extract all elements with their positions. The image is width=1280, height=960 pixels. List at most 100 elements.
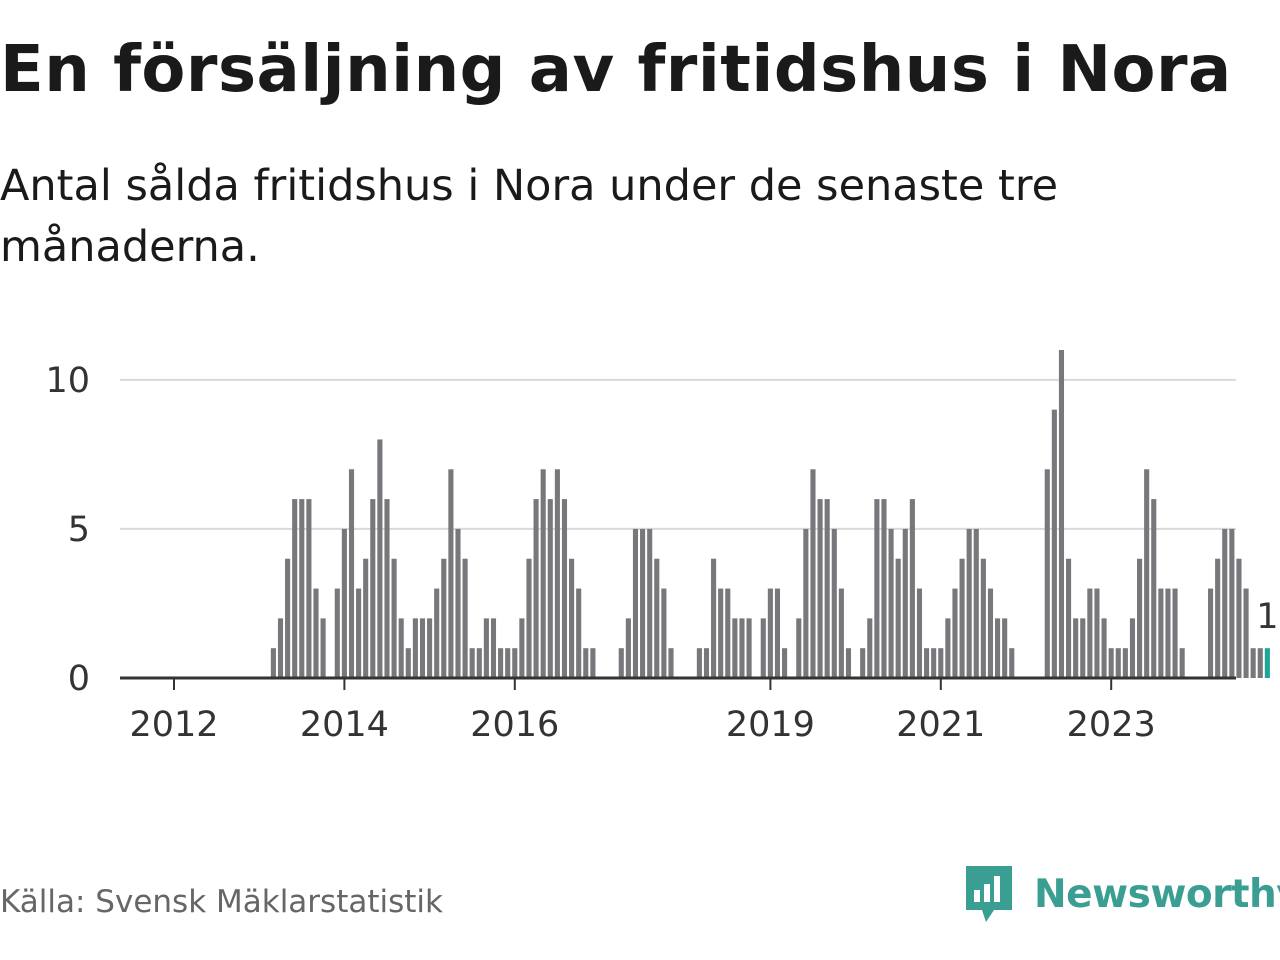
x-tick-label: 2014: [300, 705, 389, 745]
y-tick-label: 5: [68, 510, 90, 550]
bar: [1058, 350, 1065, 678]
bar: [576, 588, 582, 678]
bar: [746, 618, 752, 678]
bar: [377, 439, 383, 678]
bar: [831, 528, 837, 678]
bar: [632, 528, 639, 678]
bar: [419, 618, 426, 678]
bar: [767, 588, 773, 678]
bar: [1129, 618, 1136, 678]
bar: [945, 618, 951, 678]
bar: [320, 618, 326, 678]
bar: [1108, 648, 1114, 678]
source-note: Källa: Svensk Mäklarstatistik: [0, 884, 443, 920]
x-tick-label: 2016: [470, 705, 559, 745]
bar: [881, 499, 887, 678]
bar: [1137, 558, 1143, 678]
bar: [732, 618, 738, 678]
bar: [661, 588, 667, 678]
bar: [924, 648, 930, 678]
bar: [824, 499, 830, 678]
last-value-label: 1: [1256, 597, 1278, 637]
brand-logo[interactable]: Newsworthy: [964, 862, 1280, 926]
bar: [1158, 588, 1164, 678]
bar: [306, 499, 312, 678]
bar: [739, 618, 745, 678]
bar: [348, 469, 355, 678]
bar: [1172, 588, 1178, 678]
bar: [845, 648, 852, 678]
bar: [405, 648, 411, 678]
bar: [980, 558, 986, 678]
bar: [490, 618, 497, 678]
bar: [640, 528, 646, 678]
bar: [1080, 618, 1086, 678]
bar: [1165, 588, 1171, 678]
bar: [1094, 588, 1100, 678]
bar: [391, 558, 397, 678]
bar: [803, 528, 809, 678]
bar: [398, 618, 404, 678]
bar: [313, 588, 319, 678]
bar: [476, 648, 482, 678]
bar: [448, 469, 454, 678]
bar: [1257, 648, 1263, 678]
bar: [647, 528, 653, 678]
bar: [725, 588, 731, 678]
bar: [774, 588, 781, 678]
bar: [441, 558, 447, 678]
bar: [817, 499, 823, 678]
bar: [1222, 528, 1228, 678]
bar: [356, 588, 362, 678]
brand-name: Newsworthy: [1034, 871, 1280, 917]
bar: [590, 648, 596, 678]
bar: [987, 588, 994, 678]
bar: [533, 499, 539, 678]
page-subtitle: Antal sålda fritidshus i Nora under de s…: [0, 161, 1059, 272]
bar: [902, 528, 908, 678]
bar: [483, 618, 489, 678]
bar: [384, 499, 390, 678]
bar: [341, 528, 347, 678]
bar: [966, 528, 972, 678]
bar: [547, 499, 553, 678]
bar: [1179, 648, 1185, 678]
bar: [569, 558, 575, 678]
bar: [1051, 409, 1057, 678]
bar: [370, 499, 376, 678]
bar: [292, 499, 298, 678]
bar: [810, 469, 816, 678]
bar: [952, 588, 958, 678]
bar: [285, 558, 291, 678]
bar: [299, 499, 305, 678]
bar: [938, 648, 944, 678]
bar: [1236, 558, 1242, 678]
bar: [1115, 648, 1121, 678]
bar: [1243, 588, 1249, 678]
bar: [554, 469, 560, 678]
bar: [526, 558, 532, 678]
bar: [1044, 469, 1050, 678]
bar: [696, 648, 702, 678]
bar: [760, 618, 766, 678]
bar: [1087, 588, 1093, 678]
bar: [888, 528, 894, 678]
bar: [462, 558, 468, 678]
bar: [1151, 499, 1157, 678]
bar: [931, 648, 937, 678]
bar: [427, 618, 433, 678]
bar: [703, 648, 710, 678]
bar: [973, 528, 979, 678]
bar: [1144, 469, 1150, 678]
bar: [654, 558, 660, 678]
bar: [583, 648, 589, 678]
x-tick-label: 2023: [1067, 705, 1156, 745]
bar: [618, 648, 624, 678]
bar: [916, 588, 923, 678]
y-tick-label: 0: [68, 659, 90, 699]
y-tick-label: 10: [45, 361, 90, 401]
bar: [512, 648, 518, 678]
bar: [718, 588, 724, 678]
bar: [540, 469, 546, 678]
bar: [959, 558, 965, 678]
